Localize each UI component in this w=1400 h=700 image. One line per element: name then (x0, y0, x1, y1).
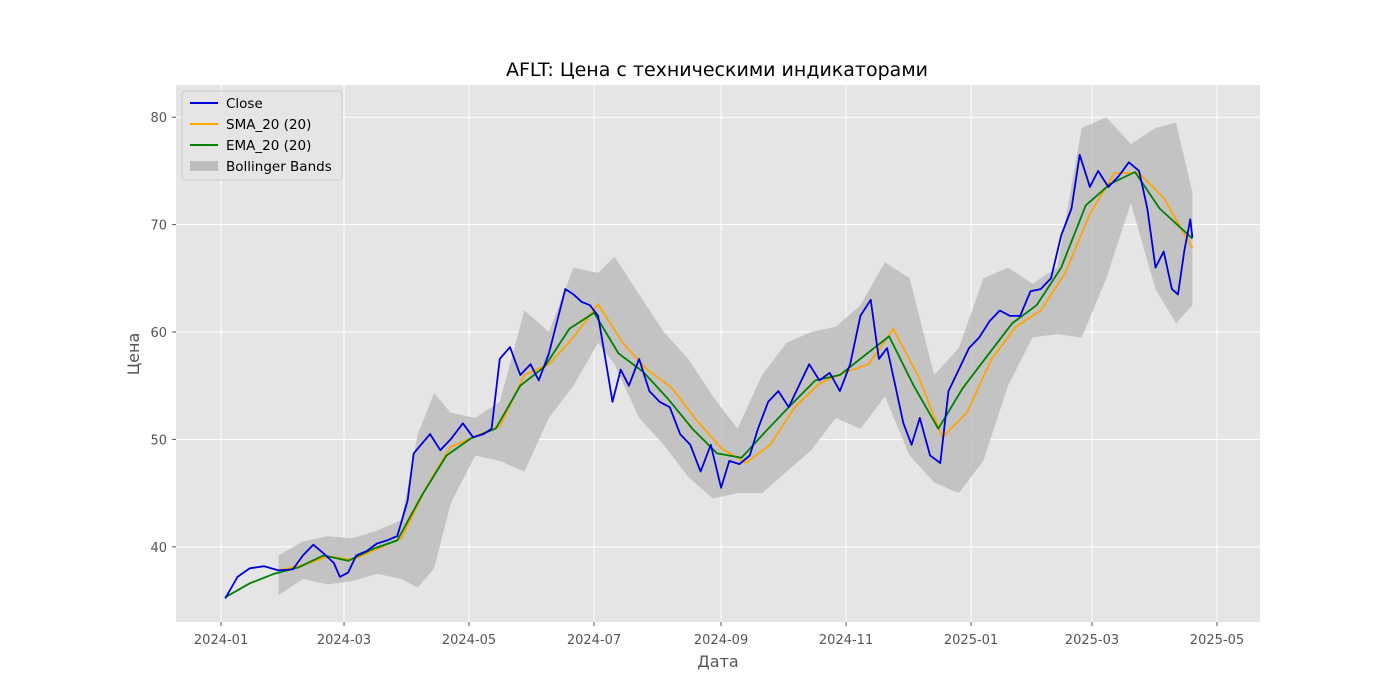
x-tick-label: 2024-07 (567, 633, 621, 648)
x-axis-title: Дата (697, 652, 738, 671)
bollinger-band (278, 117, 1193, 596)
x-tick-label: 2025-03 (1065, 633, 1119, 648)
ema-20-line (224, 171, 1194, 599)
legend-label: SMA_20 (20) (226, 117, 311, 133)
x-tick-label: 2024-11 (819, 633, 873, 648)
close-price-line (224, 153, 1194, 599)
y-tick-label: 60 (150, 326, 167, 341)
x-tick-label: 2024-01 (194, 633, 248, 648)
x-tick-label: 2025-05 (1190, 633, 1244, 648)
y-tick-label: 50 (150, 433, 167, 448)
legend: Close SMA_20 (20) EMA_20 (20) Bollinger Ban… (181, 90, 343, 181)
y-axis-ticks: 40 50 60 70 80 (150, 111, 176, 556)
legend-label: Close (226, 96, 263, 112)
y-tick-label: 70 (150, 219, 167, 234)
x-tick-label: 2024-03 (317, 633, 371, 648)
x-tick-label: 2024-05 (442, 633, 496, 648)
series-lines (224, 153, 1194, 599)
y-tick-label: 80 (150, 111, 167, 126)
legend-swatch (190, 161, 218, 171)
bollinger-band-layer (278, 117, 1193, 596)
y-axis-title: Цена (124, 333, 143, 376)
y-tick-label: 40 (150, 541, 167, 556)
x-tick-label: 2025-01 (944, 633, 998, 648)
legend-box (181, 90, 343, 181)
x-axis-ticks: 2024-01 2024-03 2024-05 2024-07 2024-09 2024-… (194, 622, 1244, 648)
chart-title: AFLT: Цена с техническими индикаторами (506, 59, 928, 81)
x-tick-label: 2024-09 (694, 633, 748, 648)
legend-label: EMA_20 (20) (226, 138, 311, 154)
legend-label: Bollinger Bands (226, 159, 332, 175)
